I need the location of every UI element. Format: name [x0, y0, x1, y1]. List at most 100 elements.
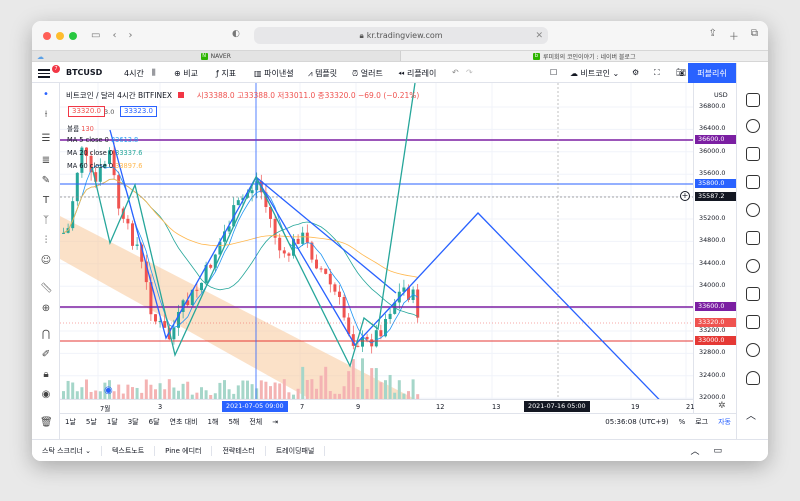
prediction-icon[interactable]: ⫶: [44, 235, 48, 246]
forward-icon[interactable]: ›: [128, 30, 133, 41]
back-icon[interactable]: ‹: [112, 30, 117, 41]
templates-button[interactable]: ⩘ 템플릿: [308, 68, 337, 79]
ideas-icon[interactable]: [746, 231, 760, 245]
data-window-icon[interactable]: [746, 147, 760, 161]
buy-price-box[interactable]: 33323.0: [120, 106, 157, 117]
auto-toggle[interactable]: 자동: [718, 417, 731, 426]
financials-button[interactable]: ▥ 파이낸셜: [254, 68, 294, 79]
zoom-in-icon[interactable]: ⊕: [41, 303, 51, 314]
text-icon[interactable]: T: [42, 195, 50, 206]
hotlist-icon[interactable]: [746, 175, 760, 189]
price-axis[interactable]: USD 36800.0 36400.0 36000.0 35600.0 3520…: [693, 83, 736, 413]
watchlist-icon[interactable]: [746, 93, 760, 107]
close-window-button[interactable]: [43, 31, 51, 40]
candle-body: [163, 321, 167, 328]
percent-toggle[interactable]: %: [678, 417, 686, 426]
volume-bar: [177, 390, 180, 399]
publish-button[interactable]: 퍼블리쉬: [688, 63, 736, 83]
settings-icon[interactable]: ⚙: [632, 68, 640, 77]
undo-icon[interactable]: ↶: [452, 68, 459, 77]
chevron-icon[interactable]: ︿: [746, 411, 756, 422]
tab-pine-editor[interactable]: Pine 에디터: [155, 445, 213, 456]
price-chart[interactable]: ◉: [60, 83, 693, 399]
ma-value: 33613.8: [110, 136, 139, 144]
indicators-button[interactable]: ƒ 지표: [216, 68, 236, 79]
tab-strategy-tester[interactable]: 전략테스터: [212, 445, 266, 456]
range-3m[interactable]: 3달: [127, 417, 139, 426]
cursor-icon[interactable]: ⟊: [44, 109, 48, 120]
camera-icon[interactable]: 📷︎: [676, 68, 687, 77]
new-tab-icon[interactable]: ＋: [728, 32, 739, 43]
fib-icon[interactable]: ≣: [41, 155, 51, 166]
tab-overview-icon[interactable]: ⧉: [750, 28, 758, 39]
maximize-panel-icon[interactable]: ▭: [713, 445, 722, 456]
sell-price-box[interactable]: 33320.0: [68, 106, 105, 117]
range-ytd[interactable]: 연초 대비: [169, 417, 198, 426]
alerts-icon[interactable]: [746, 119, 760, 133]
range-6m[interactable]: 6달: [148, 417, 160, 426]
currency-label: USD: [714, 91, 728, 99]
range-5d[interactable]: 5날: [85, 417, 97, 426]
ruler-icon[interactable]: 📏︎: [40, 283, 53, 294]
emoji-icon[interactable]: ☺: [40, 255, 52, 266]
range-all[interactable]: 전체: [249, 417, 263, 426]
eye-icon[interactable]: ◉: [41, 389, 51, 400]
chat-icon[interactable]: [746, 287, 760, 301]
trendline-icon[interactable]: ☰: [41, 133, 51, 144]
address-bar[interactable]: 🔒︎ kr.tradingview.com ✕: [254, 27, 548, 44]
cloud-save-icon: ☁: [570, 69, 578, 78]
trash-icon[interactable]: 🗑︎: [40, 417, 53, 428]
brush-icon[interactable]: ✎: [41, 175, 51, 186]
stream-icon[interactable]: [746, 343, 760, 357]
replay-button[interactable]: ⏪︎ 리플레이: [398, 68, 436, 79]
magnet-icon[interactable]: ⋂: [41, 329, 51, 340]
interval-select[interactable]: 4시간: [124, 69, 144, 78]
bar-style-icon[interactable]: ⫼: [152, 68, 156, 77]
bottom-panel-tabs: 스탁 스크리너 ⌄ 텍스트노트 Pine 에디터 전략테스터 트레이딩패널 ︿ …: [32, 439, 768, 461]
time-axis[interactable]: 7월 3 7 9 12 13 19 21 2021-07-05 09:00 20…: [60, 399, 694, 413]
range-1m[interactable]: 1달: [106, 417, 118, 426]
candle-body: [108, 150, 111, 164]
clear-url-icon[interactable]: ✕: [535, 30, 543, 41]
zoom-window-button[interactable]: [69, 31, 77, 40]
compare-button[interactable]: ⊕ 비교: [174, 68, 198, 79]
lightbulb-icon[interactable]: [746, 259, 760, 273]
layout-icon[interactable]: ☐: [550, 68, 558, 77]
collapse-panel-icon[interactable]: ︿: [690, 447, 700, 457]
crosshair-icon[interactable]: •: [43, 89, 49, 100]
minimize-window-button[interactable]: [56, 31, 64, 40]
lock-drawings-icon[interactable]: 🔒︎: [43, 369, 49, 380]
shield-icon[interactable]: ◐: [232, 29, 240, 39]
tab-trading-panel[interactable]: 트레이딩패널: [266, 445, 326, 456]
log-toggle[interactable]: 로그: [695, 417, 709, 426]
calendar-icon[interactable]: [746, 203, 760, 217]
crosshair-date-badge: 2021-07-05 09:00: [222, 401, 288, 412]
redo-icon[interactable]: ↷: [466, 68, 473, 77]
pattern-icon[interactable]: ᛉ: [43, 215, 49, 226]
fullscreen-icon[interactable]: ⛶: [654, 68, 660, 77]
sidebar-icon[interactable]: ▭: [91, 30, 101, 41]
tab-stock-screener[interactable]: 스탁 스크리너 ⌄: [32, 445, 102, 456]
candle-body: [356, 345, 360, 347]
alert-button[interactable]: ⏰︎ 얼러트: [352, 68, 383, 79]
range-1y[interactable]: 1해: [207, 417, 219, 426]
messages-icon[interactable]: [746, 315, 760, 329]
add-alert-icon[interactable]: +: [680, 191, 690, 201]
tab-text-notes[interactable]: 텍스트노트: [102, 445, 156, 456]
notifications-icon[interactable]: [746, 371, 760, 385]
tab-blog[interactable]: b 루미회의 코인이야기 : 네이버 블로그: [399, 51, 768, 61]
axis-settings-icon[interactable]: ✲: [718, 401, 726, 411]
cloud-icon[interactable]: ☁: [37, 53, 44, 61]
range-1d[interactable]: 1날: [65, 417, 76, 426]
layout-name-button[interactable]: ☁ 비트코인 ⌄: [570, 69, 620, 78]
date-range-icon[interactable]: ⇥: [272, 417, 279, 426]
symbol-search[interactable]: BTCUSD: [66, 68, 103, 77]
stay-drawing-icon[interactable]: ✐: [41, 349, 51, 360]
volume-bar: [186, 381, 190, 399]
range-5y[interactable]: 5해: [228, 417, 240, 426]
tab-naver[interactable]: N NAVER: [32, 51, 400, 61]
main-menu-icon[interactable]: 7: [38, 65, 60, 79]
clock[interactable]: 05:36:08 (UTC+9): [605, 417, 669, 426]
share-icon[interactable]: ⇪: [708, 28, 717, 39]
flag-icon[interactable]: [178, 92, 185, 98]
